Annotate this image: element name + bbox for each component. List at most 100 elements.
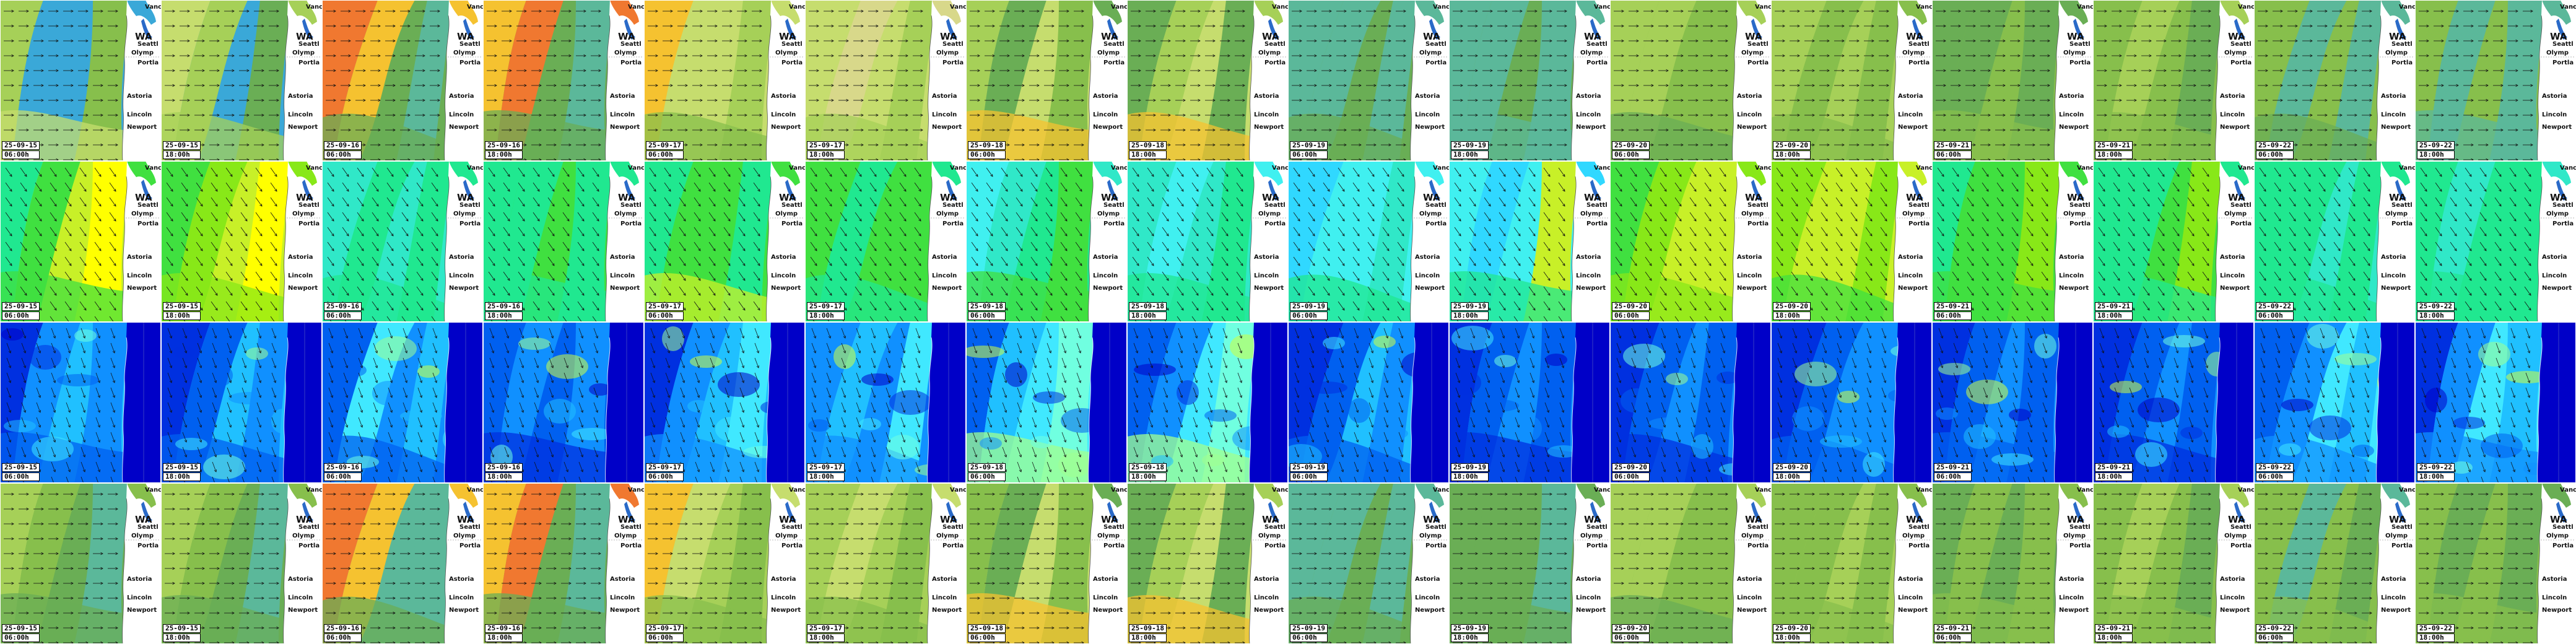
- wind-forecast-map-tile[interactable]: WA Vancou Seattl Olymp Portla Astoria Lincoln N…: [161, 483, 322, 644]
- city-label: Portla: [298, 220, 320, 227]
- swell-forecast-map-tile[interactable]: 25-09-21 06:00h: [1932, 322, 2093, 483]
- wind-forecast-map-tile[interactable]: WA Vancou Seattl Olymp Portla Astoria Lincoln N…: [483, 483, 644, 644]
- wave-forecast-map-tile[interactable]: WA Vancou Seattl Olymp Portla Astoria Lincoln N…: [2415, 161, 2576, 322]
- wave-field-map: [966, 161, 1127, 322]
- city-label: Vancou: [2560, 165, 2576, 172]
- wind-forecast-map-tile[interactable]: WA Vancou Seattl Olymp Portla Astoria Lincoln N…: [322, 483, 483, 644]
- swell-forecast-map-tile[interactable]: 25-09-16 06:00h: [322, 322, 483, 483]
- wave-forecast-map-tile[interactable]: WA Vancou Seattl Olymp Portla Astoria Lincoln N…: [1127, 161, 1288, 322]
- wave-forecast-map-tile[interactable]: WA Vancou Seattl Olymp Portla Astoria Lincoln N…: [322, 161, 483, 322]
- wind-forecast-map-tile[interactable]: WA Vancou Seattl Olymp Portla Astoria Lincoln N…: [1771, 0, 1932, 161]
- swell-forecast-map-tile[interactable]: 25-09-20 18:00h: [1771, 322, 1932, 483]
- city-label: Seattl: [459, 41, 481, 48]
- wave-forecast-map-tile[interactable]: WA Vancou Seattl Olymp Portla Astoria Lincoln N…: [483, 161, 644, 322]
- forecast-timestamp: 25-09-22 06:00h: [2256, 302, 2294, 320]
- wind-forecast-map-tile[interactable]: WA Vancou Seattl Olymp Portla Astoria Lincoln N…: [0, 483, 161, 644]
- wind-forecast-map-tile[interactable]: WA Vancou Seattl Olymp Portla Astoria Lincoln N…: [644, 483, 805, 644]
- wind-forecast-map-tile[interactable]: WA Vancou Seattl Olymp Portla Astoria Lincoln N…: [1932, 483, 2093, 644]
- city-label: Olymp: [2063, 50, 2086, 56]
- city-label: Olymp: [1902, 50, 1925, 56]
- wave-forecast-map-tile[interactable]: WA Vancou Seattl Olymp Portla Astoria Lincoln N…: [966, 161, 1127, 322]
- swell-forecast-map-tile[interactable]: 25-09-18 18:00h: [1127, 322, 1288, 483]
- wind-forecast-map-tile[interactable]: WA Vancou Seattl Olymp Portla Astoria Lincoln N…: [1932, 0, 2093, 161]
- swell-forecast-map-tile[interactable]: 25-09-15 06:00h: [0, 322, 161, 483]
- wind-forecast-map-tile[interactable]: WA Vancou Seattl Olymp Portla Astoria Lincoln N…: [966, 483, 1127, 644]
- city-label: Vancou: [1272, 487, 1288, 494]
- wind-forecast-map-tile[interactable]: WA Vancou Seattl Olymp Portla Astoria Lincoln N…: [1449, 0, 1610, 161]
- wind-field-map: [0, 483, 161, 644]
- wind-forecast-map-tile[interactable]: WA Vancou Seattl Olymp Portla Astoria Lincoln N…: [966, 0, 1127, 161]
- forecast-timestamp: 25-09-17 06:00h: [646, 624, 684, 642]
- wind-forecast-map-tile[interactable]: WA Vancou Seattl Olymp Portla Astoria Lincoln N…: [644, 0, 805, 161]
- wind-forecast-map-tile[interactable]: WA Vancou Seattl Olymp Portla Astoria Lincoln N…: [1288, 0, 1449, 161]
- swell-forecast-map-tile[interactable]: 25-09-18 06:00h: [966, 322, 1127, 483]
- forecast-date: 25-09-15: [163, 463, 201, 472]
- forecast-date: 25-09-16: [485, 463, 523, 472]
- wind-forecast-map-tile[interactable]: WA Vancou Seattl Olymp Portla Astoria Lincoln N…: [161, 0, 322, 161]
- swell-forecast-map-tile[interactable]: 25-09-21 18:00h: [2093, 322, 2254, 483]
- swell-forecast-map-tile[interactable]: 25-09-16 18:00h: [483, 322, 644, 483]
- state-label: WA: [2228, 31, 2245, 42]
- wave-forecast-map-tile[interactable]: WA Vancou Seattl Olymp Portla Astoria Lincoln N…: [644, 161, 805, 322]
- city-label: Lincoln: [1898, 111, 1923, 118]
- wave-forecast-map-tile[interactable]: WA Vancou Seattl Olymp Portla Astoria Lincoln N…: [1449, 161, 1610, 322]
- swell-forecast-map-tile[interactable]: 25-09-22 06:00h: [2254, 322, 2415, 483]
- wave-forecast-map-tile[interactable]: WA Vancou Seattl Olymp Portla Astoria Lincoln N…: [0, 161, 161, 322]
- wind-forecast-map-tile[interactable]: WA Vancou Seattl Olymp Portla Astoria Lincoln N…: [1610, 0, 1771, 161]
- state-label: WA: [457, 514, 474, 525]
- city-label: Astoria: [127, 93, 152, 100]
- city-label: Seattl: [2552, 41, 2574, 48]
- forecast-timestamp: 25-09-21 06:00h: [1934, 624, 1972, 642]
- city-label: Newport: [2381, 285, 2411, 292]
- city-label: Portla: [2069, 542, 2091, 549]
- wind-forecast-map-tile[interactable]: WA Vancou Seattl Olymp Portla Astoria Lincoln N…: [1449, 483, 1610, 644]
- wind-forecast-map-tile[interactable]: WA Vancou Seattl Olymp Portla Astoria Lincoln N…: [2093, 483, 2254, 644]
- wind-forecast-map-tile[interactable]: WA Vancou Seattl Olymp Portla Astoria Lincoln N…: [2254, 0, 2415, 161]
- swell-forecast-map-tile[interactable]: 25-09-19 18:00h: [1449, 322, 1610, 483]
- wind-forecast-map-tile[interactable]: WA Vancou Seattl Olymp Portla Astoria Lincoln N…: [2254, 483, 2415, 644]
- forecast-timestamp: 25-09-18 18:00h: [1129, 141, 1167, 159]
- wind-forecast-map-tile[interactable]: WA Vancou Seattl Olymp Portla Astoria Lincoln N…: [2093, 0, 2254, 161]
- wind-forecast-map-tile[interactable]: WA Vancou Seattl Olymp Portla Astoria Lincoln N…: [805, 483, 966, 644]
- forecast-time: 18:00h: [2095, 311, 2133, 320]
- wind-forecast-map-tile[interactable]: WA Vancou Seattl Olymp Portla Astoria Lincoln N…: [0, 0, 161, 161]
- city-label: Lincoln: [1576, 272, 1601, 279]
- wind-forecast-map-tile[interactable]: WA Vancou Seattl Olymp Portla Astoria Lincoln N…: [322, 0, 483, 161]
- swell-forecast-map-tile[interactable]: 25-09-20 06:00h: [1610, 322, 1771, 483]
- swell-forecast-map-tile[interactable]: 25-09-17 06:00h: [644, 322, 805, 483]
- wind-forecast-map-tile[interactable]: WA Vancou Seattl Olymp Portla Astoria Lincoln N…: [2415, 483, 2576, 644]
- wave-forecast-map-tile[interactable]: WA Vancou Seattl Olymp Portla Astoria Lincoln N…: [1610, 161, 1771, 322]
- wave-forecast-map-tile[interactable]: WA Vancou Seattl Olymp Portla Astoria Lincoln N…: [1288, 161, 1449, 322]
- wave-forecast-map-tile[interactable]: WA Vancou Seattl Olymp Portla Astoria Lincoln N…: [1932, 161, 2093, 322]
- forecast-time: 18:00h: [1451, 633, 1489, 642]
- swell-field-map: [2093, 322, 2254, 483]
- wind-forecast-map-tile[interactable]: WA Vancou Seattl Olymp Portla Astoria Lincoln N…: [1771, 483, 1932, 644]
- wind-forecast-map-tile[interactable]: WA Vancou Seattl Olymp Portla Astoria Lincoln N…: [1127, 483, 1288, 644]
- wind-forecast-map-tile[interactable]: WA Vancou Seattl Olymp Portla Astoria Lincoln N…: [805, 0, 966, 161]
- wind-forecast-map-tile[interactable]: WA Vancou Seattl Olymp Portla Astoria Lincoln N…: [1610, 483, 1771, 644]
- state-label: WA: [1101, 514, 1118, 525]
- forecast-date: 25-09-19: [1290, 302, 1328, 311]
- city-label: Vancou: [1755, 487, 1771, 494]
- city-label: Astoria: [1254, 93, 1279, 100]
- wave-field-map: [0, 161, 161, 322]
- swell-forecast-map-tile[interactable]: 25-09-15 18:00h: [161, 322, 322, 483]
- wind-forecast-map-tile[interactable]: WA Vancou Seattl Olymp Portla Astoria Lincoln N…: [2415, 0, 2576, 161]
- wave-forecast-map-tile[interactable]: WA Vancou Seattl Olymp Portla Astoria Lincoln N…: [2093, 161, 2254, 322]
- swell-forecast-map-tile[interactable]: 25-09-22 18:00h: [2415, 322, 2576, 483]
- wave-forecast-map-tile[interactable]: WA Vancou Seattl Olymp Portla Astoria Lincoln N…: [805, 161, 966, 322]
- wind-forecast-map-tile[interactable]: WA Vancou Seattl Olymp Portla Astoria Lincoln N…: [1288, 483, 1449, 644]
- wind-field-map: [322, 483, 483, 644]
- city-label: Seattl: [459, 202, 481, 209]
- wave-forecast-map-tile[interactable]: WA Vancou Seattl Olymp Portla Astoria Lincoln N…: [161, 161, 322, 322]
- swell-forecast-map-tile[interactable]: 25-09-19 06:00h: [1288, 322, 1449, 483]
- city-label: Vancou: [2077, 487, 2093, 494]
- city-label: Lincoln: [127, 272, 152, 279]
- city-label: Portla: [1908, 220, 1930, 227]
- wind-forecast-map-tile[interactable]: WA Vancou Seattl Olymp Portla Astoria Lincoln N…: [483, 0, 644, 161]
- city-label: Lincoln: [2059, 594, 2084, 601]
- wave-forecast-map-tile[interactable]: WA Vancou Seattl Olymp Portla Astoria Lincoln N…: [1771, 161, 1932, 322]
- wave-forecast-map-tile[interactable]: WA Vancou Seattl Olymp Portla Astoria Lincoln N…: [2254, 161, 2415, 322]
- swell-forecast-map-tile[interactable]: 25-09-17 18:00h: [805, 322, 966, 483]
- wind-forecast-map-tile[interactable]: WA Vancou Seattl Olymp Portla Astoria Lincoln N…: [1127, 0, 1288, 161]
